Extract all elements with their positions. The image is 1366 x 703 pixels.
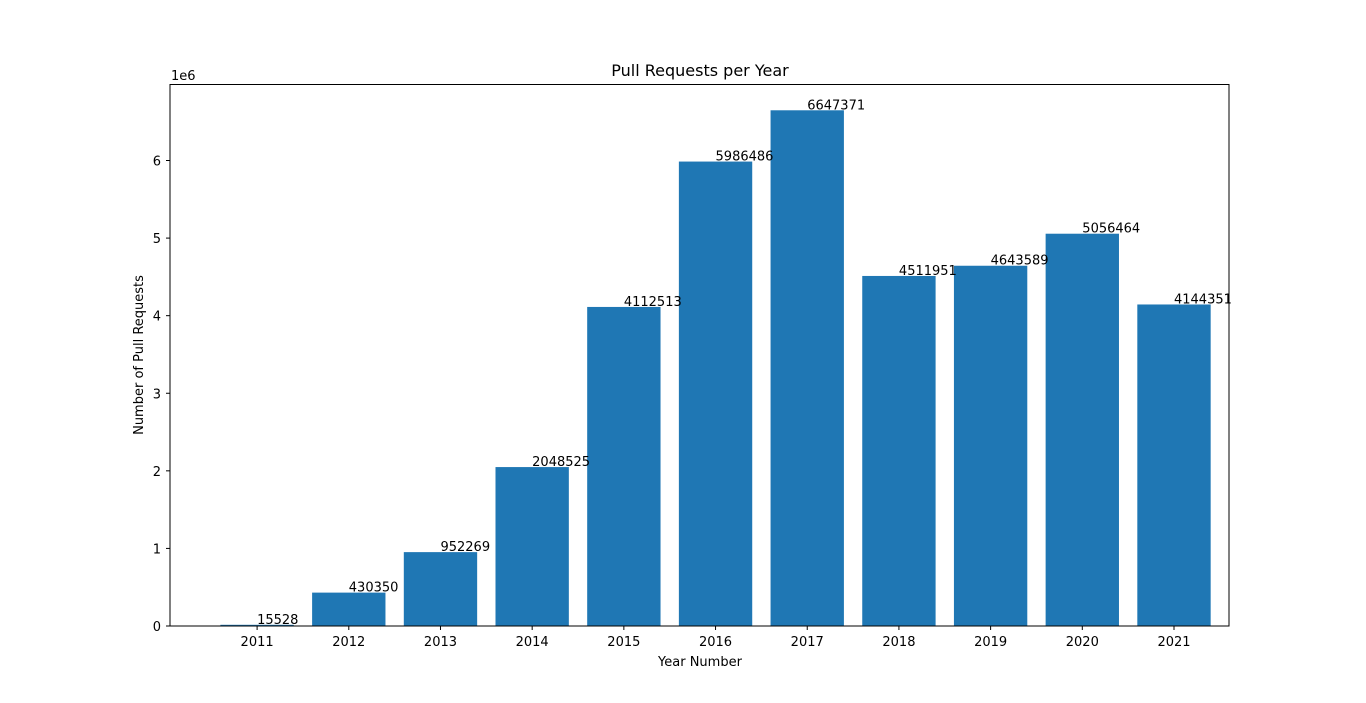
- x-tick-label-2012: 2012: [332, 635, 365, 650]
- data-label-2017: 6647371: [807, 98, 865, 113]
- y-tick-label-6: 6: [153, 155, 161, 170]
- y-tick-label-4: 4: [153, 310, 161, 325]
- data-labels-group: 15528 430350 952269 2048525 4112513 5986486 66…: [257, 98, 1232, 628]
- bar-2015: [587, 306, 661, 626]
- bar-2013: [403, 552, 478, 626]
- data-label-2013: 952269: [440, 540, 490, 555]
- bar-2021: [1137, 304, 1211, 626]
- x-axis-ticks: 2011 2012 2013 2014 2015 2016 2017 2018 2019 2020…: [241, 626, 1191, 650]
- data-label-2019: 4643589: [991, 254, 1049, 269]
- x-tick-label-2020: 2020: [1066, 635, 1099, 650]
- y-tick-label-0: 0: [153, 620, 161, 635]
- y-axis-label: Number of Pull Requests: [132, 275, 147, 435]
- x-tick-label-2021: 2021: [1157, 635, 1190, 650]
- x-tick-label-2015: 2015: [607, 635, 640, 650]
- bar-2014: [495, 467, 569, 626]
- bar-2011: [220, 624, 294, 626]
- data-label-2012: 430350: [349, 581, 399, 596]
- x-tick-label-2016: 2016: [699, 635, 732, 650]
- data-label-2015: 4112513: [624, 295, 682, 310]
- chart-title: Pull Requests per Year: [611, 61, 789, 80]
- y-tick-label-3: 3: [153, 387, 161, 402]
- data-label-2014: 2048525: [532, 455, 590, 470]
- bar-2018: [862, 275, 936, 626]
- y-tick-label-5: 5: [153, 232, 161, 247]
- bar-2016: [678, 161, 753, 626]
- data-label-2021: 4144351: [1174, 292, 1232, 307]
- y-axis-offset-label: 1e6: [171, 69, 196, 84]
- y-tick-label-2: 2: [153, 465, 161, 480]
- x-tick-label-2019: 2019: [974, 635, 1007, 650]
- plot-area-frame: [169, 84, 1230, 627]
- x-tick-label-2013: 2013: [424, 635, 457, 650]
- data-label-2011: 15528: [257, 613, 298, 628]
- x-tick-label-2014: 2014: [516, 635, 549, 650]
- data-label-2018: 4511951: [899, 264, 957, 279]
- y-tick-label-1: 1: [153, 542, 161, 557]
- data-label-2016: 5986486: [716, 150, 774, 165]
- x-tick-label-2011: 2011: [241, 635, 274, 650]
- data-label-2020: 5056464: [1082, 222, 1140, 237]
- bars-group: [220, 110, 1211, 627]
- x-axis-label: Year Number: [657, 655, 743, 670]
- x-tick-label-2017: 2017: [791, 635, 824, 650]
- bar-2012: [312, 592, 386, 626]
- x-tick-label-2018: 2018: [882, 635, 915, 650]
- y-axis-ticks: 0 1 2 3 4 5 6: [153, 155, 170, 635]
- bar-2020: [1045, 233, 1119, 626]
- bar-2019: [953, 265, 1028, 626]
- bar-2017: [770, 110, 844, 627]
